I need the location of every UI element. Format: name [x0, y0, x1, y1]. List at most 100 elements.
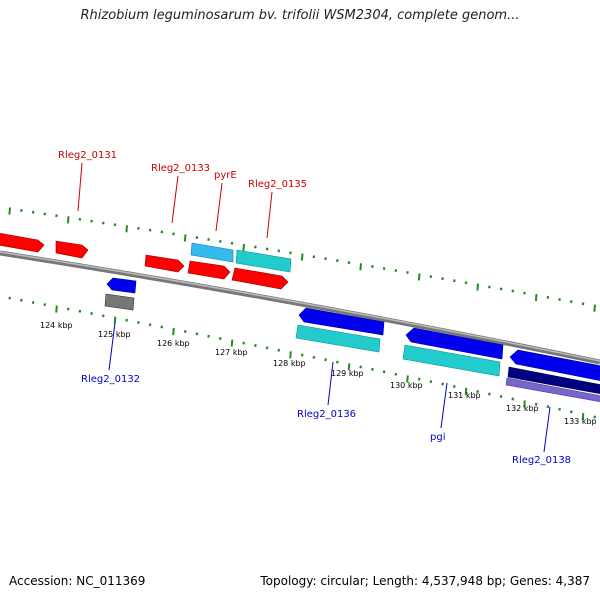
- label-leader: [108, 322, 116, 371]
- minor-tick: [441, 382, 444, 386]
- scale-label: 131 kbp: [448, 391, 481, 400]
- minor-tick: [499, 287, 503, 291]
- minor-tick: [148, 323, 152, 327]
- gene-label-rleg2-0138[interactable]: Rleg2_0138: [512, 455, 571, 466]
- minor-tick: [382, 370, 386, 374]
- genome-backbone: [0, 250, 600, 365]
- gene-arrow[interactable]: [509, 349, 600, 381]
- minor-tick: [160, 325, 164, 329]
- gene-arrow[interactable]: [405, 327, 504, 360]
- minor-tick: [137, 320, 140, 324]
- major-tick: [581, 413, 585, 421]
- minor-tick: [137, 226, 140, 230]
- minor-tick: [78, 309, 82, 313]
- major-tick: [289, 351, 292, 359]
- cds-feature[interactable]: [295, 324, 381, 353]
- pseudogene-feature[interactable]: [104, 293, 135, 311]
- major-tick: [359, 263, 362, 271]
- gene-label-pyre[interactable]: pyrE: [214, 170, 237, 181]
- minor-tick: [8, 296, 12, 300]
- minor-tick: [265, 247, 269, 251]
- gene-arrow[interactable]: [0, 233, 45, 253]
- reverse-ticks: [8, 296, 597, 421]
- scale-labels: 124 kbp 125 kbp 126 kbp 127 kbp 128 kbp …: [40, 321, 597, 426]
- gene-arrow[interactable]: [106, 277, 137, 294]
- minor-tick: [20, 208, 23, 212]
- cds-feature[interactable]: [235, 249, 292, 273]
- minor-tick: [218, 337, 222, 341]
- reverse-gene-labels: Rleg2_0132 Rleg2_0136 pgi Rleg2_0138: [81, 322, 571, 466]
- minor-tick: [254, 344, 257, 348]
- gene-label-rleg2-0136[interactable]: Rleg2_0136: [297, 409, 356, 420]
- gene-label-rleg2-0133[interactable]: Rleg2_0133: [151, 163, 210, 174]
- major-tick: [230, 339, 234, 347]
- minor-tick: [429, 275, 433, 279]
- minor-tick: [160, 230, 164, 234]
- label-leader: [215, 182, 223, 232]
- minor-tick: [441, 277, 444, 281]
- minor-tick: [43, 303, 47, 307]
- major-tick: [406, 375, 409, 383]
- major-tick: [464, 387, 468, 395]
- scale-label: 128 kbp: [273, 359, 306, 368]
- minor-tick: [347, 261, 351, 265]
- gene-arrow[interactable]: [55, 240, 89, 259]
- minor-tick: [488, 285, 491, 289]
- minor-tick: [183, 330, 187, 334]
- gene-label-rleg2-0135[interactable]: Rleg2_0135: [248, 179, 307, 190]
- minor-tick: [488, 392, 491, 396]
- accession-text: Accession: NC_011369: [9, 574, 146, 588]
- minor-tick: [78, 217, 82, 221]
- minor-tick: [476, 390, 480, 394]
- gene-arrow[interactable]: [231, 267, 289, 290]
- minor-tick: [382, 267, 386, 271]
- major-tick: [242, 243, 245, 251]
- minor-tick: [558, 298, 561, 302]
- minor-tick: [335, 360, 339, 364]
- minor-tick: [207, 334, 210, 338]
- minor-tick: [324, 257, 327, 261]
- minor-tick: [312, 355, 316, 359]
- scale-label: 130 kbp: [390, 381, 423, 390]
- minor-tick: [55, 214, 58, 218]
- major-tick: [300, 253, 304, 261]
- minor-tick: [300, 353, 304, 357]
- minor-tick: [125, 318, 129, 322]
- forward-ticks: [8, 207, 596, 312]
- scale-label: 132 kbp: [506, 404, 539, 413]
- minor-tick: [593, 415, 597, 419]
- gene-label-rleg2-0132[interactable]: Rleg2_0132: [81, 374, 140, 385]
- forward-genes: [0, 233, 292, 290]
- label-leader: [440, 382, 448, 429]
- gene-arrow[interactable]: [144, 254, 185, 273]
- label-leader: [171, 175, 179, 224]
- label-leader: [327, 361, 334, 406]
- major-tick: [55, 305, 58, 313]
- major-tick: [476, 283, 479, 291]
- minor-tick: [113, 223, 117, 227]
- rna-feature[interactable]: [190, 242, 234, 263]
- major-tick: [523, 400, 526, 408]
- minor-tick: [417, 377, 421, 381]
- reverse-genes: [104, 277, 600, 402]
- label-leader: [543, 406, 551, 453]
- gene-arrow[interactable]: [298, 307, 385, 336]
- cds-feature[interactable]: [402, 344, 501, 377]
- gene-arrow[interactable]: [187, 260, 231, 280]
- genome-summary-text: Topology: circular; Length: 4,537,948 bp…: [260, 574, 590, 588]
- gene-arrow-dark[interactable]: [507, 366, 600, 394]
- map-title: Rhizobium leguminosarum bv. trifolii WSM…: [80, 8, 520, 23]
- gene-arrow-purple[interactable]: [505, 377, 600, 402]
- label-leader: [266, 191, 273, 239]
- minor-tick: [371, 367, 374, 371]
- minor-tick: [20, 298, 23, 302]
- major-tick: [417, 273, 421, 281]
- minor-tick: [394, 372, 398, 376]
- minor-tick: [43, 212, 47, 216]
- major-tick: [347, 363, 351, 371]
- minor-tick: [172, 232, 175, 236]
- gene-label-pgi[interactable]: pgi: [430, 432, 445, 443]
- scale-label: 124 kbp: [40, 321, 73, 330]
- gene-label-rleg2-0131[interactable]: Rleg2_0131: [58, 150, 117, 161]
